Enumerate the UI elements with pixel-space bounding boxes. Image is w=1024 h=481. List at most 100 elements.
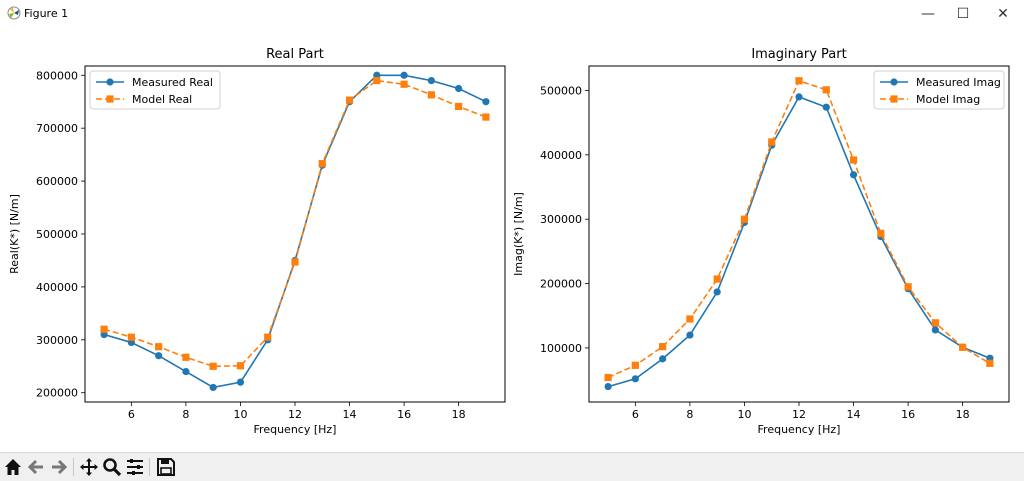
figure-svg: Real Part 6 8 10 12 14 16 18 200000 300000 400000 5… xyxy=(8,47,1010,436)
data-point xyxy=(291,258,299,266)
data-point xyxy=(713,288,721,296)
legend: Measured Imag Model Imag xyxy=(873,70,1005,110)
legend-label: Model Imag xyxy=(916,93,980,106)
save-icon xyxy=(157,458,175,476)
forward-icon xyxy=(52,459,68,475)
save-button[interactable] xyxy=(155,456,177,478)
data-point xyxy=(318,160,326,168)
legend-marker xyxy=(890,78,898,86)
y-tick-label: 600000 xyxy=(36,175,78,188)
series-line xyxy=(103,79,487,368)
data-point xyxy=(713,275,721,283)
data-point xyxy=(236,378,245,386)
y-axis-label: Imag(K*) [N/m] xyxy=(512,192,525,276)
y-tick-label: 200000 xyxy=(540,278,582,291)
data-point xyxy=(155,343,163,351)
legend: Measured Real Model Real xyxy=(89,70,221,110)
y-tick-label: 400000 xyxy=(540,149,582,162)
data-point xyxy=(795,77,803,85)
x-tick-label: 14 xyxy=(847,408,861,421)
x-axis-label: Frequency [Hz] xyxy=(254,423,337,436)
x-tick-label: 6 xyxy=(128,408,135,421)
zoom-button[interactable] xyxy=(101,456,123,478)
data-point xyxy=(182,367,190,376)
y-tick-label: 300000 xyxy=(540,213,582,226)
y-tick-label: 800000 xyxy=(36,69,78,82)
data-point xyxy=(482,113,490,121)
navigation-toolbar xyxy=(0,452,1024,481)
data-point xyxy=(849,171,858,179)
data-point xyxy=(482,98,490,106)
toolbar-separator xyxy=(73,458,74,476)
back-button[interactable] xyxy=(25,456,47,478)
series-line xyxy=(103,74,487,389)
x-tick-label: 10 xyxy=(737,408,751,421)
y-tick-label: 500000 xyxy=(36,228,78,241)
y-tick-label: 100000 xyxy=(540,342,582,355)
maximize-button[interactable]: ☐ xyxy=(956,5,970,22)
data-point xyxy=(155,352,163,360)
home-button[interactable] xyxy=(2,456,24,478)
legend-box xyxy=(89,70,221,110)
y-tick-label: 200000 xyxy=(36,387,78,400)
data-point xyxy=(455,102,463,111)
data-point xyxy=(795,93,803,101)
legend-marker xyxy=(890,95,898,103)
x-tick-label: 18 xyxy=(452,408,466,421)
configure-subplots-button[interactable] xyxy=(124,456,146,478)
data-point xyxy=(740,215,749,223)
toolbar-separator xyxy=(149,458,150,476)
data-point xyxy=(427,91,435,99)
x-tick-label: 10 xyxy=(233,408,247,421)
minimize-button[interactable]: — xyxy=(921,5,935,22)
x-axis-label: Frequency [Hz] xyxy=(758,423,841,436)
data-point xyxy=(659,343,667,351)
data-point xyxy=(127,333,135,341)
y-tick-label: 700000 xyxy=(36,122,78,135)
data-point xyxy=(686,331,694,339)
forward-button[interactable] xyxy=(48,456,70,478)
data-point xyxy=(400,71,408,79)
data-point xyxy=(686,315,694,323)
axes-frame xyxy=(588,65,1010,403)
data-point xyxy=(400,80,408,88)
x-tick-label: 8 xyxy=(686,408,693,421)
chart-panel-2: Imaginary Part 6 8 10 12 14 16 18 100000 200000 30… xyxy=(512,47,1010,436)
x-tick-label: 12 xyxy=(792,408,806,421)
data-point xyxy=(877,229,885,237)
x-tick-label: 16 xyxy=(397,408,411,421)
data-point xyxy=(931,319,939,327)
data-point xyxy=(373,76,381,85)
x-tick-label: 8 xyxy=(182,408,189,421)
data-point xyxy=(631,361,639,369)
data-point xyxy=(604,373,612,382)
chart-title: Imaginary Part xyxy=(751,47,846,62)
chart-title: Real Part xyxy=(266,47,324,62)
series-line xyxy=(607,79,991,379)
zoom-icon xyxy=(103,458,122,477)
data-point xyxy=(427,76,435,85)
series-2 xyxy=(100,76,490,370)
home-icon xyxy=(5,459,21,475)
data-point xyxy=(822,86,830,94)
x-tick-label: 6 xyxy=(632,408,639,421)
window-title: Figure 1 xyxy=(24,7,69,20)
y-axis-label: Real(K*) [N/m] xyxy=(8,194,21,274)
pan-icon xyxy=(80,458,98,476)
legend-label: Measured Real xyxy=(132,76,213,89)
y-tick-label: 500000 xyxy=(540,84,582,97)
legend-marker xyxy=(106,95,114,103)
data-point xyxy=(659,355,667,363)
data-point xyxy=(822,103,830,111)
data-point xyxy=(345,96,354,104)
data-point xyxy=(959,343,967,351)
x-tick-label: 12 xyxy=(288,408,302,421)
close-button[interactable]: ✕ xyxy=(997,5,1009,22)
data-point xyxy=(182,353,190,361)
legend-label: Model Real xyxy=(132,93,192,106)
window-titlebar: Figure 1 — ☐ ✕ xyxy=(0,0,1024,27)
y-tick-label: 300000 xyxy=(36,334,78,347)
pan-button[interactable] xyxy=(78,456,100,478)
y-tick-label: 400000 xyxy=(36,281,78,294)
x-tick-label: 16 xyxy=(901,408,915,421)
